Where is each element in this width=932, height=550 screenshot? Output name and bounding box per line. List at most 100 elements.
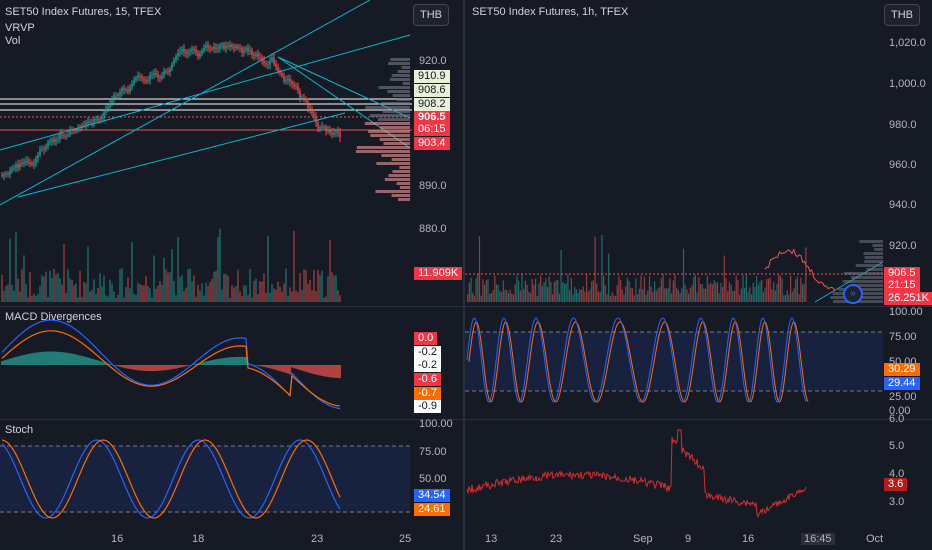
right-volume-bar [669,278,671,302]
volume-bar [95,294,97,302]
vrvp-bar [381,102,410,105]
volume-bar [315,291,317,302]
candle-body [323,126,325,128]
right-volume-bar [594,236,596,302]
candle-body [7,173,9,175]
candle-body [153,73,155,75]
right-volume-bar [540,275,542,302]
right-volume-bar [626,277,628,302]
osc-separator[interactable] [465,306,932,307]
candle-body [5,173,7,175]
vrvp-bar [389,78,410,81]
macd-hist-bar [145,365,147,371]
stoch-title[interactable]: Stoch [5,424,34,436]
candle-body [337,131,339,133]
right-volume-bar [552,294,554,302]
volume-bar [127,277,129,302]
volume-bar [165,269,167,302]
x-label-23: 23 [311,533,324,545]
macd-hist-bar [135,365,137,371]
macd-hist-bar [125,365,127,369]
right-volume-bar [560,250,562,302]
macd-separator[interactable] [0,306,463,307]
volume-bar [53,268,55,302]
right-volume-bar [733,290,736,302]
volume-bar [29,271,31,302]
right-volume-bar [679,293,681,302]
right-chart-canvas[interactable] [465,0,932,550]
candle-body [29,162,31,164]
volume-bar [113,291,115,302]
left-chart-canvas[interactable] [0,0,463,550]
macd-hist-bar [273,365,275,370]
right-volume-bar [671,293,673,302]
candle-body [125,89,127,91]
volume-bar [93,279,95,302]
left-currency-button[interactable]: THB [413,4,449,26]
candle-body [327,130,329,132]
right-volume-bar [557,279,559,302]
right-volume-bar [754,286,756,302]
macd-hist-bar [239,356,241,365]
macd-hist-bar [255,365,257,366]
right-volume-bar [793,288,795,302]
volume-indicator-label[interactable]: Vol [5,35,21,47]
candle-body [221,44,223,46]
chart-divider[interactable] [463,0,465,550]
right-volume-bar [742,274,744,302]
lower-separator[interactable] [465,419,932,420]
right-vrvp-bar [874,248,883,251]
candle-body [117,94,119,97]
macd-hist-bar [207,361,209,365]
right-volume-bar [596,283,598,302]
volume-bar [21,269,23,302]
volume-bar [77,297,79,302]
right-volume-bar [682,248,685,302]
volume-bar [237,269,239,302]
right-vrvp-bar [850,276,883,279]
candle-body [135,77,137,80]
candle-body [121,88,123,92]
volume-bar [27,297,29,302]
macd-hist-bar [201,362,203,365]
vrvp-bar [370,114,410,117]
macd-hist-bar [65,352,67,365]
macd-hist-bar [1,361,3,365]
osc-tag-orange: 30.29 [884,363,920,376]
left-chart-panel[interactable]: SET50 Index Futures, 15, TFEX VRVP Vol T… [0,0,463,550]
macd-hist-bar [325,365,327,377]
right-volume-bar [756,275,758,302]
candle-body [141,76,143,79]
vrvp-indicator-label[interactable]: VRVP [5,22,35,34]
right-volume-bar [601,234,603,302]
volume-bar [167,272,169,302]
right-currency-button[interactable]: THB [884,4,920,26]
right-volume-bar [614,295,617,302]
right-volume-bar [776,283,778,302]
macd-hist-bar [203,361,205,365]
stoch-separator[interactable] [0,419,463,420]
candle-body [293,84,295,87]
right-chart-panel[interactable]: SET50 Index Futures, 1h, TFEX THB 1,020.… [465,0,932,550]
right-volume-bar [769,277,771,302]
goto-realtime-button[interactable]: » [843,284,863,304]
macd-hist-bar [115,365,117,366]
right-volume-bar [747,292,749,302]
macd-hist-bar [117,365,119,367]
macd-hist-bar [175,365,177,369]
vrvp-bar [376,162,410,165]
macd-hist-bar [3,360,5,365]
candle-body [181,49,183,52]
volume-bar [61,284,63,302]
volume-bar [281,291,283,302]
right-volume-bar [565,283,567,302]
candle-body [197,52,199,57]
right-volume-bar [533,284,535,302]
right-volume-bar [472,292,474,302]
volume-bar [197,284,199,302]
right-volume-bar [701,283,703,302]
macd-hist-bar [281,365,283,372]
candle-body [271,57,273,61]
right-volume-bar [766,278,768,302]
macd-title[interactable]: MACD Divergences [5,311,102,323]
